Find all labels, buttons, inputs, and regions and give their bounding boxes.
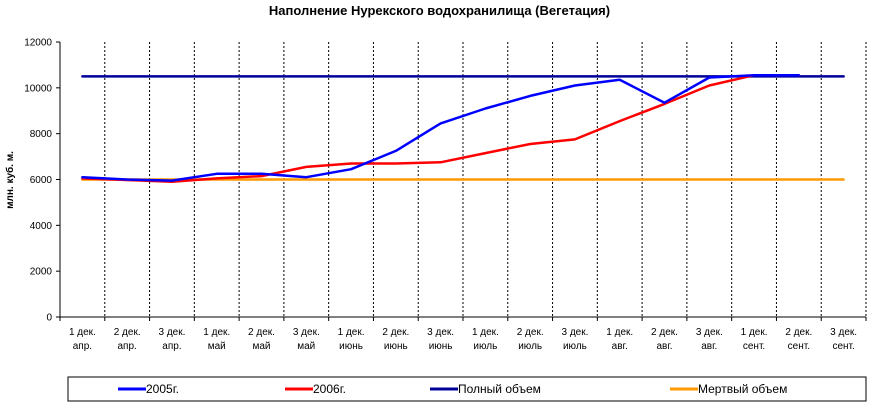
- y-tick-label: 12000: [24, 38, 52, 49]
- x-tick-label: 3 дек. июль: [561, 327, 588, 352]
- y-tick-label: 6000: [30, 175, 53, 186]
- legend-label: 2006г.: [313, 382, 346, 396]
- x-tick-label: 1 дек. май: [203, 327, 230, 352]
- legend-label: 2005г.: [146, 382, 179, 396]
- y-tick-label: 4000: [30, 221, 53, 232]
- x-tick-label: 3 дек. апр.: [158, 327, 185, 352]
- x-tick-label: 1 дек. июль: [472, 327, 499, 352]
- x-tick-label: 2 дек. сент.: [785, 327, 812, 352]
- legend-label: Полный объем: [458, 382, 541, 396]
- y-tick-labels: 0 2000 4000 6000 8000 10000 12000: [24, 38, 52, 324]
- x-tick-label: 3 дек. сент.: [830, 327, 857, 352]
- y-tick-label: 2000: [30, 267, 53, 278]
- x-tick-label: 1 дек. июнь: [338, 327, 365, 352]
- legend-label: Мертвый объем: [698, 382, 787, 396]
- chart-title: Наполнение Нурекского водохранилища (Вег…: [268, 3, 611, 18]
- x-tick-label: 1 дек. сент.: [741, 327, 768, 352]
- x-tick-label: 2 дек. авг.: [651, 327, 678, 352]
- x-tick-label: 1 дек. апр.: [69, 327, 96, 352]
- y-tick-label: 10000: [24, 83, 52, 94]
- x-tick-label: 3 дек. июнь: [427, 327, 454, 352]
- x-tick-label: 1 дек. авг.: [606, 327, 633, 352]
- y-tick-label: 8000: [30, 129, 53, 140]
- series-line-1: [81, 73, 801, 182]
- x-tick-label: 3 дек. май: [293, 327, 320, 352]
- x-tick-label: 2 дек. апр.: [114, 327, 141, 352]
- series-lines: [81, 73, 845, 184]
- x-tick-label: 2 дек. июль: [517, 327, 544, 352]
- x-tick-labels: 1 дек. апр. 2 дек. апр. 3 дек. апр. 1 дек. май 2…: [69, 327, 857, 352]
- y-tick-label: 0: [46, 313, 52, 324]
- y-axis-label: млн. куб. м.: [4, 151, 16, 209]
- legend: 2005г. 2006г. Полный объем Мертвый объем: [67, 376, 867, 402]
- series-line-2: [81, 73, 801, 184]
- x-tick-label: 3 дек. авг.: [696, 327, 723, 352]
- x-tick-label: 2 дек. июнь: [382, 327, 409, 352]
- x-tick-label: 2 дек. май: [248, 327, 275, 352]
- axes: [56, 41, 867, 321]
